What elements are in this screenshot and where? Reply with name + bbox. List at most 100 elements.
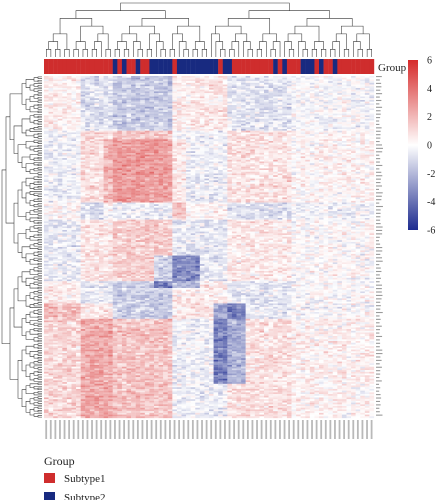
heatmap-cell (181, 166, 187, 169)
heatmap-cell (176, 134, 182, 136)
heatmap-cell (319, 183, 324, 186)
heatmap-cell (364, 125, 370, 128)
heatmap-cell (80, 164, 86, 167)
heatmap-cell (190, 183, 196, 186)
heatmap-cell (176, 82, 182, 85)
heatmap-cell (355, 122, 361, 125)
heatmap-cell (186, 98, 191, 101)
heatmap-cell (364, 108, 370, 111)
heatmap-cell (103, 120, 109, 123)
heatmap-cell (291, 166, 297, 169)
heatmap-cell (369, 151, 375, 154)
dendrogram-branch (105, 49, 111, 57)
heatmap-cell (245, 137, 251, 140)
heatmap-cell (71, 91, 77, 94)
dendrogram-branch (37, 391, 42, 394)
heatmap-cell (355, 81, 361, 83)
heatmap-cell (231, 105, 237, 107)
heatmap-cell (291, 106, 297, 109)
heatmap-cell (176, 154, 182, 157)
heatmap-cell (135, 185, 141, 188)
heatmap-cell (181, 168, 187, 171)
annotation-cell (273, 59, 278, 74)
heatmap-cell (346, 146, 352, 148)
heatmap-cell (112, 125, 118, 128)
dendrogram-branch (37, 415, 42, 418)
heatmap-cell (149, 79, 155, 82)
heatmap-cell (204, 170, 210, 172)
heatmap-cell (131, 140, 136, 143)
heatmap-cell (149, 96, 155, 99)
heatmap-cell (296, 132, 301, 135)
heatmap-cell (250, 103, 255, 106)
heatmap-cell (121, 139, 127, 142)
heatmap-cell (144, 81, 150, 83)
heatmap-cell (273, 183, 278, 186)
heatmap-cell (99, 140, 104, 143)
heatmap-cell (337, 118, 343, 121)
heatmap-cell (172, 87, 178, 90)
heatmap-cell (66, 171, 72, 174)
heatmap-cell (250, 159, 255, 162)
dendrogram-branch (37, 266, 42, 269)
heatmap-cell (103, 151, 109, 154)
heatmap-cell (273, 105, 278, 107)
heatmap-cell (144, 98, 150, 101)
heatmap-cell (254, 96, 260, 99)
heatmap-cell (172, 111, 178, 114)
heatmap-cell (218, 82, 223, 85)
heatmap-cell (273, 120, 278, 123)
heatmap-cell (103, 137, 109, 140)
heatmap-cell (112, 86, 118, 89)
heatmap-cell (140, 123, 145, 126)
heatmap-cell (355, 158, 361, 160)
heatmap-cell (131, 76, 136, 78)
heatmap-cell (135, 170, 141, 172)
heatmap-cell (300, 140, 306, 143)
heatmap-cell (360, 84, 365, 87)
heatmap-cell (323, 118, 329, 121)
heatmap-cell (360, 76, 365, 78)
heatmap-cell (369, 154, 375, 157)
heatmap-cell (282, 94, 288, 97)
heatmap-cell (117, 168, 123, 171)
annotation-cell (291, 59, 297, 74)
dendrogram-branch (341, 25, 364, 34)
heatmap-cell (80, 161, 86, 164)
heatmap-cell (341, 137, 347, 140)
heatmap-cell (236, 159, 242, 162)
heatmap-cell (209, 156, 214, 159)
heatmap-cell (186, 79, 191, 82)
annotation-cell (259, 59, 265, 74)
heatmap-cell (66, 142, 72, 145)
heatmap-cell (172, 113, 178, 116)
dendrogram-branch (314, 41, 324, 50)
heatmap-cell (76, 79, 81, 82)
heatmap-cell (195, 110, 200, 113)
heatmap-cell (158, 117, 164, 119)
heatmap-cell (176, 122, 182, 125)
heatmap-cell (112, 89, 118, 92)
heatmap-cell (62, 79, 68, 82)
heatmap-cell (66, 161, 72, 164)
heatmap-cell (144, 94, 150, 97)
heatmap-cell (337, 101, 343, 104)
heatmap-cell (140, 163, 145, 166)
heatmap-cell (195, 166, 200, 169)
heatmap-cell (351, 147, 356, 150)
heatmap-cell (158, 173, 164, 176)
heatmap-cell (186, 180, 191, 183)
heatmap-cell (337, 170, 343, 172)
heatmap-cell (254, 105, 260, 107)
heatmap-cell (296, 173, 301, 176)
heatmap-cell (103, 175, 109, 178)
heatmap-cell (309, 178, 315, 181)
heatmap-cell (241, 183, 246, 186)
heatmap-cell (351, 175, 356, 178)
heatmap-cell (172, 76, 178, 78)
heatmap-cell (199, 180, 205, 183)
heatmap-cell (328, 149, 333, 152)
heatmap-cell (172, 93, 178, 95)
heatmap-cell (135, 134, 141, 136)
heatmap-cell (305, 164, 310, 167)
